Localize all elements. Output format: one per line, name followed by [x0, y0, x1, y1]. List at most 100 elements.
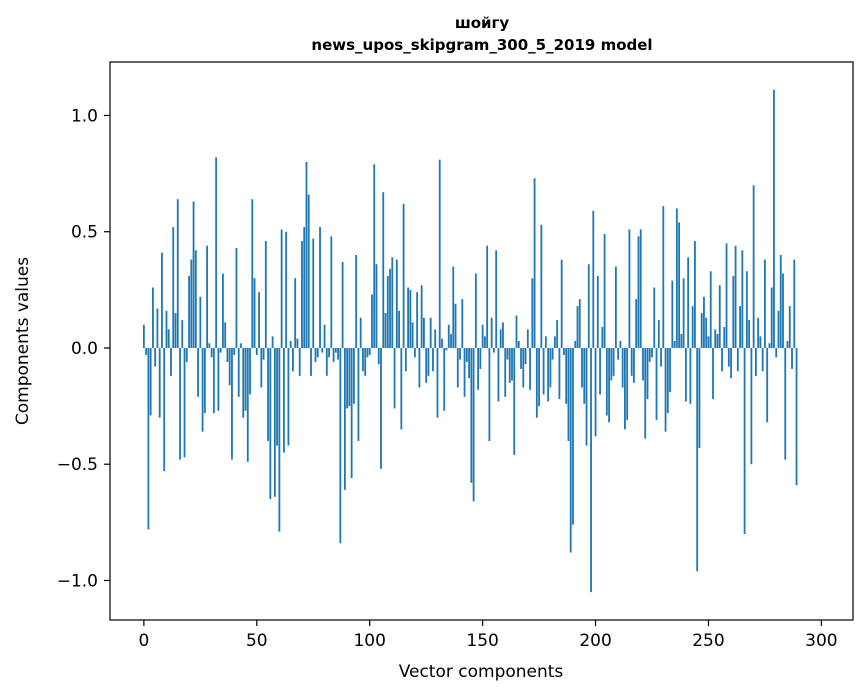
bar-41 [235, 248, 238, 348]
bar-64 [287, 347, 290, 446]
bar-253 [714, 329, 717, 348]
bar-127 [429, 317, 432, 348]
bar-147 [474, 273, 477, 348]
bar-174 [535, 347, 538, 418]
bar-124 [423, 317, 425, 348]
bar-275 [764, 259, 766, 348]
bar-203 [601, 327, 604, 348]
bar-44 [242, 347, 245, 418]
bar-73 [307, 194, 310, 348]
bar-10 [165, 310, 168, 348]
bar-86 [337, 347, 339, 360]
bar-176 [540, 224, 543, 348]
bar-78 [319, 227, 321, 348]
bar-4 [152, 287, 154, 348]
bar-242 [689, 347, 692, 404]
bar-80 [323, 324, 326, 348]
bar-251 [709, 271, 712, 348]
bar-264 [739, 306, 741, 348]
bar-106 [382, 192, 385, 348]
bar-23 [194, 250, 197, 348]
bar-227 [655, 347, 658, 421]
bar-88 [341, 261, 344, 348]
bar-157 [497, 347, 500, 402]
bar-42 [237, 347, 240, 397]
bar-26 [201, 347, 204, 432]
bar-150 [481, 324, 484, 348]
bar-154 [490, 317, 493, 348]
bar-132 [441, 338, 443, 348]
bar-142 [463, 347, 466, 397]
bar-114 [400, 347, 403, 430]
bar-72 [305, 161, 308, 348]
bar-66 [292, 347, 294, 372]
bar-108 [386, 275, 389, 348]
bar-95 [357, 347, 360, 441]
y-axis-label: Components values [13, 257, 33, 425]
bar-228 [657, 320, 660, 348]
bar-279 [773, 89, 775, 348]
bar-109 [389, 268, 391, 348]
bar-270 [752, 185, 755, 348]
bar-267 [745, 271, 748, 348]
y-tick-label: 1.0 [71, 106, 98, 126]
bar-126 [427, 347, 430, 376]
bar-27 [203, 347, 206, 414]
bar-196 [585, 347, 588, 446]
bar-69 [298, 347, 301, 376]
bar-121 [416, 292, 419, 348]
bar-49 [253, 278, 256, 348]
bar-99 [366, 347, 369, 358]
bar-75 [312, 238, 315, 348]
bar-102 [373, 164, 376, 348]
bar-35 [222, 273, 224, 348]
bar-1 [145, 347, 148, 355]
bar-238 [680, 334, 683, 348]
bar-146 [472, 347, 475, 502]
bar-123 [420, 285, 423, 348]
bar-16 [179, 347, 181, 460]
bar-71 [303, 227, 306, 348]
bar-170 [526, 329, 529, 348]
bar-186 [563, 347, 565, 355]
x-tick-label: 100 [353, 631, 385, 651]
bar-220 [639, 229, 642, 348]
bar-182 [553, 336, 556, 348]
x-axis-ticks: 0 50 100 150 200 250 300 [138, 620, 838, 651]
bar-50 [255, 347, 258, 355]
bar-206 [608, 347, 610, 423]
bar-246 [698, 347, 701, 448]
bar-38 [228, 347, 231, 386]
x-axis-label: Vector components [399, 662, 564, 682]
bar-280 [775, 347, 778, 358]
bar-128 [432, 347, 434, 372]
bar-199 [592, 210, 595, 348]
bar-120 [413, 347, 416, 358]
bar-179 [547, 347, 550, 402]
bar-76 [314, 347, 317, 362]
bar-278 [770, 287, 773, 348]
bar-234 [671, 280, 674, 348]
bar-272 [757, 317, 760, 348]
bar-210 [617, 347, 620, 360]
bar-229 [660, 347, 662, 367]
bar-175 [538, 347, 540, 407]
bar-94 [355, 254, 358, 348]
bar-143 [465, 347, 468, 362]
bar-52 [260, 347, 263, 388]
bar-213 [624, 347, 626, 430]
bar-269 [750, 347, 753, 465]
bar-194 [581, 347, 583, 388]
bar-201 [596, 275, 599, 348]
bar-152 [486, 245, 489, 348]
bar-14 [174, 313, 177, 348]
bar-249 [705, 317, 708, 348]
bar-39 [231, 347, 233, 460]
bar-133 [443, 347, 446, 411]
bar-46 [246, 347, 249, 462]
bar-285 [786, 341, 789, 348]
bar-30 [210, 347, 213, 358]
bar-122 [418, 347, 421, 388]
bar-116 [404, 347, 407, 372]
